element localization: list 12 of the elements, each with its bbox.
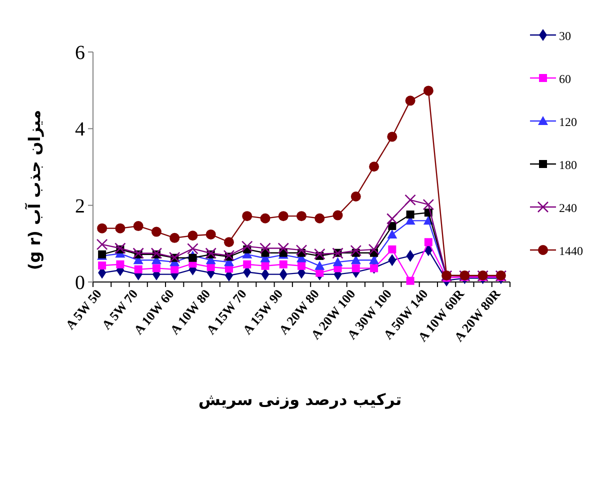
legend-label: 30 <box>559 29 571 43</box>
y-tick-label: 4 <box>75 118 85 141</box>
y-tick-label: 0 <box>75 272 85 294</box>
legend-label: 120 <box>559 115 577 129</box>
y-tick-label: 6 <box>75 42 85 64</box>
y-tick-label: 2 <box>75 195 85 218</box>
legend-label: 240 <box>559 201 577 215</box>
legend-label: 1440 <box>559 244 583 258</box>
legend-label: 180 <box>559 158 577 172</box>
y-axis-title: میزان جذب آب (g r) <box>24 110 44 270</box>
x-axis-title: ترکیب درصد وزنی سریش <box>198 390 402 409</box>
legend-label: 60 <box>559 72 571 86</box>
